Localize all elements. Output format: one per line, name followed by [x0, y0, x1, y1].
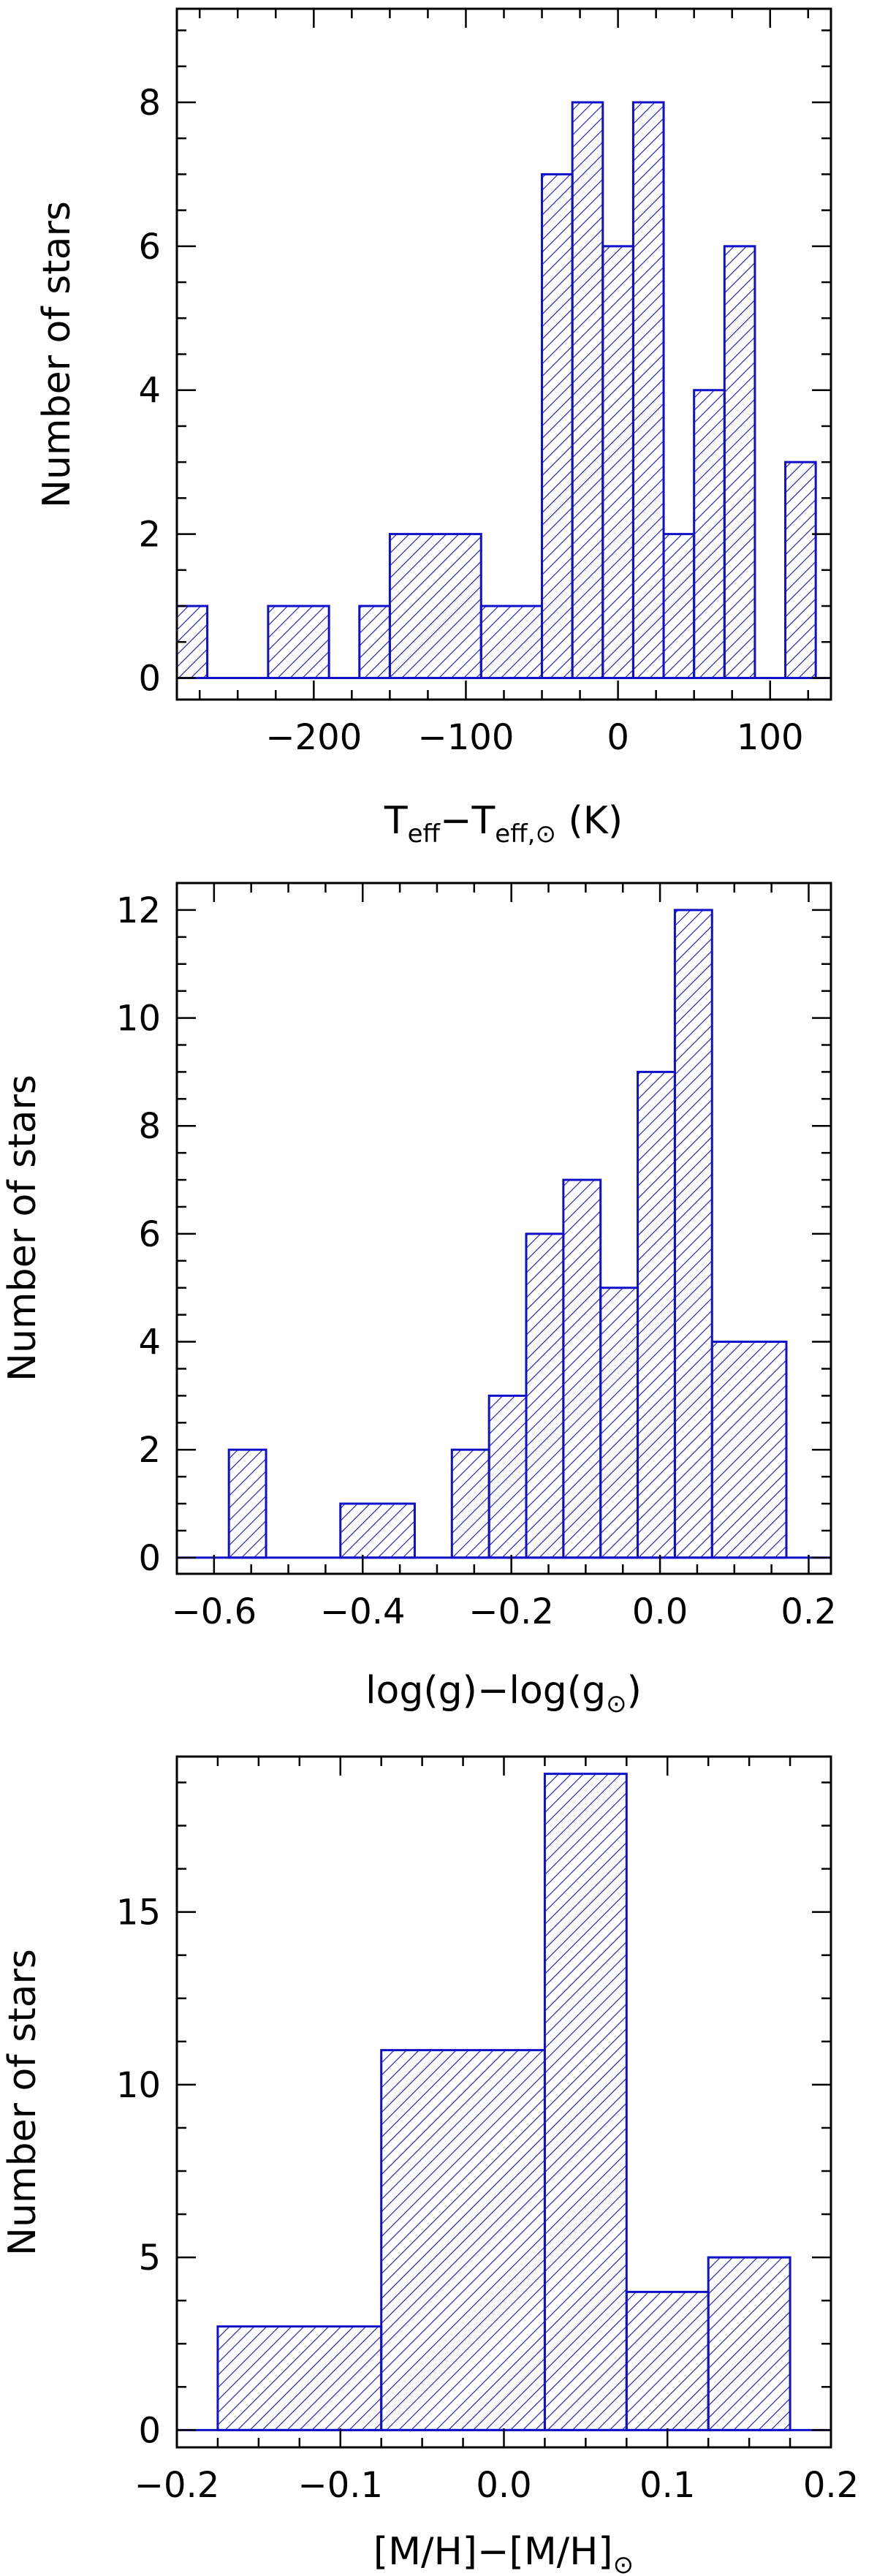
panel-mh-ytick-label: 15 — [116, 1893, 161, 1933]
panel-logg-bar-2 — [450, 1448, 490, 1559]
panel-mh-xtick-label: −0.1 — [297, 2465, 383, 2506]
panel-teff-xtick-label: 100 — [737, 717, 804, 758]
panel-logg-ytick-label: 2 — [138, 1430, 161, 1471]
panel-logg-xtick-label: 0.2 — [781, 1591, 836, 1632]
panel-teff-bar-11 — [723, 245, 756, 679]
panel-teff-bar-5 — [541, 173, 574, 679]
panel-teff-bars — [175, 101, 831, 679]
panel-teff-ytick-label: 2 — [138, 515, 161, 556]
panel-teff-bar-10 — [693, 389, 726, 679]
panel-teff-ytick-label: 0 — [138, 658, 161, 699]
panel-mh-bar-1 — [380, 2049, 546, 2431]
panel-teff-bar-7 — [601, 245, 634, 679]
panel-logg-frame — [175, 882, 832, 1575]
panel-mh-bars — [177, 1773, 831, 2431]
panel-logg-bar-7 — [637, 1070, 676, 1559]
panel-teff-ytick-label: 8 — [138, 83, 161, 124]
panel-mh-xtick-label: 0.0 — [476, 2465, 531, 2506]
panel-logg-xtick-label: −0.4 — [320, 1591, 406, 1632]
panel-logg-bar-3 — [487, 1394, 528, 1559]
panel-mh-bar-2 — [543, 1773, 628, 2431]
panel-teff-ytick-label: 6 — [138, 227, 161, 268]
panel-teff-ticks — [177, 9, 831, 700]
panel-teff-xtick-label: −100 — [418, 717, 515, 758]
panel-teff: −200 −100 0 100 0 2 4 6 8 Number of stars Teff−T… — [35, 7, 832, 849]
panel-logg-xtick-label: −0.6 — [172, 1591, 257, 1632]
panel-logg: −0.6 −0.4 −0.2 0.0 0.2 0 2 4 6 8 10 12 Number of st… — [1, 882, 837, 1719]
panel-logg-bar-6 — [599, 1287, 639, 1559]
panel-mh-bar-0 — [216, 2325, 383, 2431]
panel-teff-x-axis-label: Teff−Teff,⊙ (K) — [384, 799, 623, 849]
panel-teff-xtick-label: −200 — [265, 717, 362, 758]
panel-mh-bar-3 — [625, 2290, 710, 2431]
panel-teff-bar-9 — [662, 533, 696, 679]
panel-logg-ytick-label: 0 — [138, 1538, 161, 1579]
panel-teff-ytick-label: 4 — [138, 371, 161, 412]
panel-logg-bar-5 — [562, 1178, 602, 1559]
panel-logg-ytick-label: 6 — [138, 1214, 161, 1255]
panel-logg-y-axis-label: Number of stars — [1, 1075, 45, 1382]
panel-logg-ytick-label: 10 — [116, 999, 161, 1039]
panel-teff-bar-6 — [571, 101, 604, 679]
panel-mh-xtick-label: −0.2 — [134, 2465, 220, 2506]
panel-mh-bar-4 — [707, 2256, 791, 2431]
panel-logg-bar-9 — [710, 1341, 788, 1559]
panel-logg-bar-0 — [227, 1448, 267, 1559]
panel-mh-ticks — [175, 1757, 832, 2447]
panel-teff-bar-12 — [784, 461, 817, 679]
panel-mh-ytick-label: 5 — [138, 2238, 161, 2278]
panel-mh-ytick-label: 0 — [138, 2410, 161, 2451]
panel-mh-tick-labels: −0.2 −0.1 0.0 0.1 0.2 0 5 10 15 — [116, 1893, 859, 2506]
panel-logg-ytick-label: 12 — [116, 890, 161, 931]
panel-logg-bar-4 — [525, 1232, 565, 1559]
panel-mh-xtick-label: 0.2 — [803, 2465, 859, 2506]
panel-teff-bar-2 — [358, 605, 391, 679]
panel-teff-bar-4 — [479, 605, 544, 679]
panel-teff-bar-8 — [631, 101, 665, 679]
panel-logg-ytick-label: 4 — [138, 1322, 161, 1363]
panel-teff-xtick-label: 0 — [607, 717, 629, 758]
panel-teff-bar-1 — [267, 605, 330, 679]
panel-logg-x-axis-label: log(g)−log(g⊙) — [365, 1669, 642, 1719]
panel-mh-y-axis-label: Number of stars — [1, 1949, 45, 2256]
panel-teff-y-axis-label: Number of stars — [35, 201, 79, 508]
panel-teff-tick-labels: −200 −100 0 100 0 2 4 6 8 — [138, 83, 803, 758]
panel-logg-bar-8 — [673, 909, 713, 1559]
panel-mh-x-axis-label: [M/H]−[M/H]⊙ — [373, 2530, 634, 2576]
panel-logg-ticks — [175, 882, 831, 1574]
panel-logg-xtick-label: −0.2 — [468, 1591, 554, 1632]
panel-logg-tick-labels: −0.6 −0.4 −0.2 0.0 0.2 0 2 4 6 8 10 12 — [116, 890, 837, 1632]
panel-logg-ytick-label: 8 — [138, 1106, 161, 1147]
panel-mh-xtick-label: 0.1 — [639, 2465, 695, 2506]
panel-teff-bar-3 — [388, 533, 482, 679]
panel-logg-bar-1 — [339, 1502, 416, 1559]
panel-mh-ytick-label: 10 — [116, 2065, 161, 2106]
panel-logg-xtick-label: 0.0 — [632, 1591, 688, 1632]
panel-logg-bars — [177, 909, 831, 1559]
